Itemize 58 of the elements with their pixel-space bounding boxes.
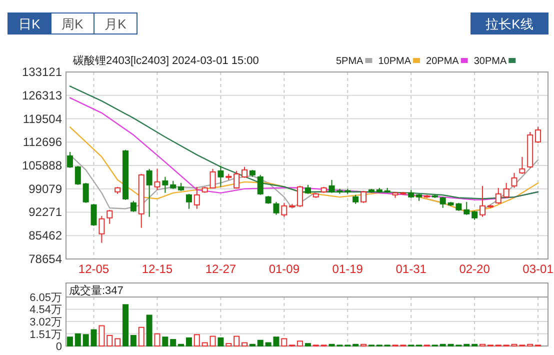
x-tick-label: 12-27	[205, 262, 236, 276]
bar	[74, 333, 81, 346]
bar	[186, 337, 192, 346]
bar	[257, 340, 264, 346]
bar	[162, 336, 168, 346]
bar	[138, 326, 144, 346]
bar	[210, 336, 216, 346]
bar	[90, 329, 97, 346]
bar	[98, 325, 105, 346]
y-tick-label: 3.02万	[30, 316, 62, 329]
y-tick-label: 119504	[22, 112, 62, 126]
text: 拉长K线	[486, 16, 534, 32]
bar	[297, 340, 304, 346]
y-tick-label: 92271	[28, 205, 62, 220]
y-tick-label: 112696	[22, 135, 62, 150]
bar	[202, 342, 208, 346]
x-tick-label: 01-09	[268, 262, 300, 276]
x-tick-label: 12-05	[78, 262, 110, 276]
text: 周K	[62, 16, 84, 32]
bar	[234, 336, 240, 346]
y-tick-label: 4.54万	[30, 304, 62, 316]
bar	[106, 334, 113, 346]
y-tick-label: 105888	[22, 158, 62, 172]
bar	[242, 342, 248, 346]
x-tick-label: 01-19	[332, 262, 364, 276]
bar	[66, 336, 73, 346]
legend-label: 5PMA	[336, 56, 364, 67]
legend-label: 30PMA	[474, 56, 507, 67]
y-tick-label: 85462	[28, 228, 62, 243]
bar	[146, 314, 152, 346]
bar	[218, 337, 224, 346]
chart-title: 成交量:347	[69, 284, 124, 297]
text: 日K	[18, 16, 41, 32]
y-tick-label: 133121	[22, 65, 62, 79]
chart-title: 碳酸锂2403[lc2403] 2024-03-01 15:00	[72, 55, 259, 67]
legend-label: 20PMA	[426, 56, 460, 67]
bar	[226, 343, 232, 346]
y-tick-label: 1.51万	[30, 328, 62, 341]
bar	[304, 343, 311, 346]
bar	[130, 334, 136, 346]
x-tick-label: 01-31	[396, 262, 427, 276]
bar	[194, 334, 200, 346]
y-tick-label: 99079	[28, 182, 62, 196]
bar	[122, 304, 128, 346]
x-tick-label: 02-20	[459, 262, 490, 276]
bar	[170, 339, 176, 346]
y-tick-label: 6.05万	[30, 292, 62, 304]
x-tick-label: 12-15	[142, 262, 173, 276]
legend-label: 10PMA	[378, 56, 412, 67]
bar	[82, 334, 89, 346]
y-tick-label: 78654	[28, 252, 62, 266]
text: 月K	[104, 16, 127, 32]
bar	[114, 338, 121, 346]
bar	[154, 333, 160, 346]
bar	[281, 338, 288, 346]
x-tick-label: 03-01	[522, 262, 554, 276]
y-tick-label: 0	[56, 341, 62, 353]
y-tick-label: 126313	[22, 88, 62, 102]
